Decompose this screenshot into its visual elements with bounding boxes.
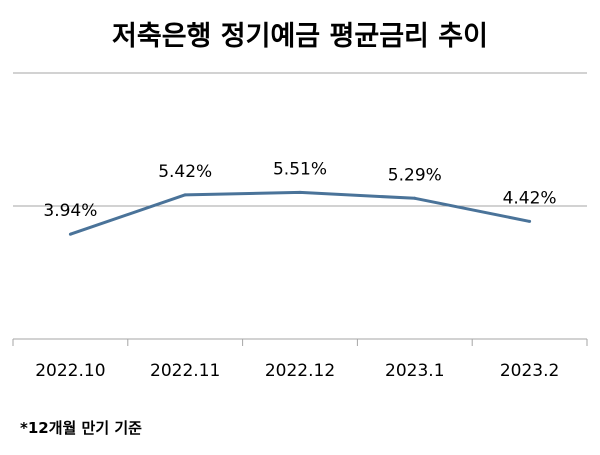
data-label: 5.29% [388, 165, 442, 185]
x-tick-label: 2023.2 [500, 361, 559, 381]
data-label: 3.94% [43, 201, 97, 221]
footnote: *12개월 만기 기준 [20, 419, 142, 437]
data-point [298, 190, 302, 194]
data-point [528, 219, 532, 223]
data-label: 5.51% [273, 159, 327, 179]
x-tick-label: 2023.1 [385, 361, 444, 381]
data-label: 5.42% [158, 162, 212, 182]
x-tick-label: 2022.10 [35, 361, 105, 381]
data-label: 4.42% [503, 188, 557, 208]
x-tick-label: 2022.11 [150, 361, 220, 381]
x-tick-label: 2022.12 [265, 361, 335, 381]
series-line [69, 190, 530, 236]
chart-title: 저축은행 정기예금 평균금리 추이 [112, 21, 488, 52]
data-point [68, 232, 72, 236]
data-point [413, 196, 417, 200]
data-point [183, 193, 187, 197]
